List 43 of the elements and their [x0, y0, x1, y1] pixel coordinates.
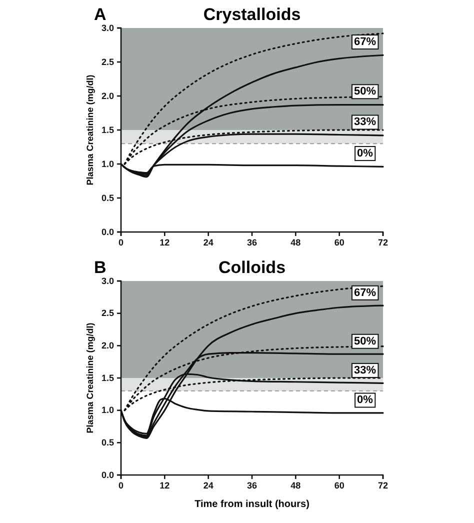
y-tick-label: 2.5	[101, 56, 114, 67]
chart-title: Colloids	[218, 258, 286, 277]
y-tick-label: 1.0	[101, 405, 114, 416]
y-tick-label: 2.0	[101, 90, 114, 101]
y-tick-label: 2.0	[101, 340, 114, 351]
y-tick-label: 3.0	[101, 22, 114, 33]
text: A	[94, 5, 106, 24]
x-tick-label: 72	[378, 480, 388, 490]
series-label: 33%	[354, 364, 376, 376]
x-axis-title: Time from insult (hours)	[194, 499, 310, 510]
y-tick-label: 1.5	[101, 372, 114, 383]
x-tick-label: 48	[290, 480, 301, 490]
x-tick-label: 48	[290, 237, 301, 248]
y-tick-label: 0.0	[101, 470, 114, 480]
x-tick-label: 36	[246, 480, 258, 490]
series-label: 50%	[354, 86, 376, 98]
y-axis-title: Plasma Creatinine (mg/dl)	[85, 322, 95, 434]
x-tick-label: 0	[118, 237, 124, 248]
x-tick-label: 36	[246, 237, 258, 248]
y-tick-label: 1.0	[101, 158, 114, 169]
x-tick-label: 0	[118, 480, 124, 490]
x-tick-label: 72	[378, 237, 388, 248]
x-tick-label: 12	[160, 480, 170, 490]
series-label: 33%	[354, 116, 376, 128]
chart-title: Crystalloids	[203, 5, 301, 24]
x-tick-label: 60	[334, 480, 344, 490]
x-tick-label: 60	[334, 237, 344, 248]
y-axis-title: Plasma Creatinine (mg/dl)	[85, 74, 95, 186]
y-tick-label: 0.5	[101, 192, 114, 203]
x-tick-label: 24	[203, 480, 214, 490]
x-tick-label: 24	[203, 237, 214, 248]
series-label: 67%	[354, 286, 376, 299]
series-label: 0%	[357, 394, 374, 406]
y-tick-label: 2.5	[101, 308, 114, 318]
x-tick-label: 12	[160, 237, 170, 248]
y-tick-label: 0.0	[101, 226, 114, 237]
y-tick-label: 3.0	[101, 276, 114, 286]
series-label: 0%	[357, 148, 374, 160]
y-tick-label: 0.5	[101, 438, 114, 448]
series-label: 50%	[354, 335, 376, 348]
y-tick-label: 1.5	[101, 124, 114, 135]
series-label: 67%	[354, 36, 376, 48]
text: B	[94, 258, 106, 277]
